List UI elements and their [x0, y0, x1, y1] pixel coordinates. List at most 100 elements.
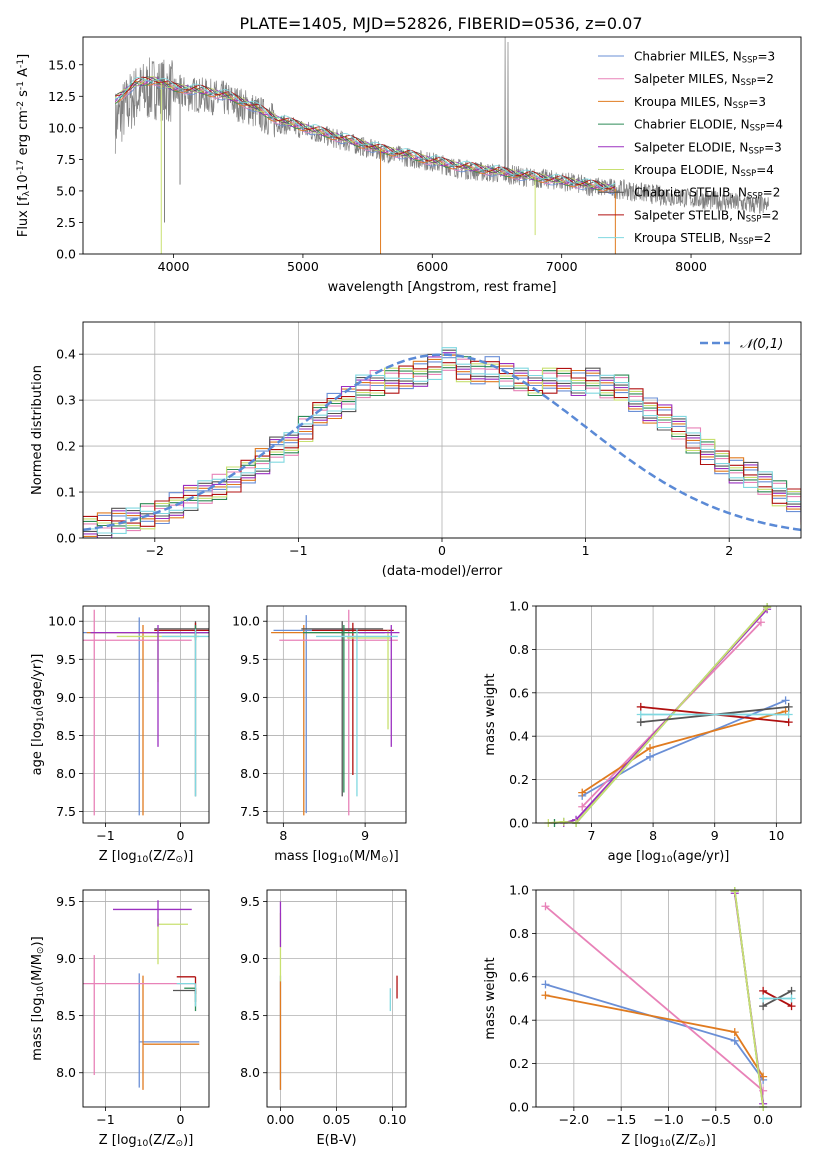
- histogram-series: [83, 347, 801, 538]
- spectrum-frame: [82, 36, 802, 255]
- x-tick-label: 6000: [416, 259, 448, 274]
- weight-marker: [784, 710, 793, 719]
- errorbar-point: [83, 609, 192, 816]
- errorbar-point: [316, 628, 398, 797]
- errorbar-point: [358, 625, 400, 747]
- y-tick-label: 8.0: [56, 1065, 76, 1080]
- mass-vs-Z-ylabel: mass [log10​(M/M⊙​)]: [30, 936, 46, 1060]
- errorbar-point: [113, 900, 192, 927]
- mass-vs-Z-xlabel: Z [log10​(Z/Z⊙​)]: [99, 1133, 194, 1149]
- x-tick-label: −1.5: [606, 1112, 636, 1127]
- weight-marker: [636, 702, 645, 711]
- y-tick-label: 8.5: [56, 1008, 76, 1023]
- legend-entry: Salpeter STELIB, NSSP​=2: [634, 208, 779, 223]
- histogram-series: [83, 363, 801, 538]
- legend-entry: Chabrier STELIB, NSSP​=2: [634, 186, 780, 201]
- y-tick-label: 9.0: [240, 951, 260, 966]
- normal-curve: [83, 353, 801, 532]
- age-vs-mass-xlabel: mass [log10​(M/M⊙​)]: [274, 849, 398, 865]
- weight-series-line: [545, 994, 764, 1078]
- legend-entry: Kroupa MILES, NSSP​=3: [634, 95, 766, 110]
- errorbar-point: [347, 630, 393, 730]
- mass-vs-ebv-plot: [279, 901, 398, 1090]
- weight-vs-age-frame: [535, 605, 802, 824]
- errorbar-point: [138, 973, 200, 1088]
- y-tick-label: 0.0: [56, 247, 76, 262]
- y-tick-label: 9.0: [56, 690, 76, 705]
- weight-marker: [578, 802, 587, 811]
- y-tick-label: 8.5: [240, 728, 260, 743]
- x-tick-label: 8: [649, 828, 657, 843]
- y-tick-label: 10.0: [48, 614, 76, 629]
- errorbar-point: [302, 625, 385, 793]
- y-tick-label: 8.5: [240, 1008, 260, 1023]
- y-tick-label: 0.2: [509, 772, 529, 787]
- weight-series-line: [544, 905, 764, 1092]
- spectrum-model-line: [115, 76, 616, 191]
- mass-vs-Z-frame: [82, 889, 210, 1108]
- mass-vs-ebv-frame: [266, 889, 407, 1108]
- x-tick-label: 0: [177, 828, 185, 843]
- weight-series-line: [733, 890, 764, 1108]
- errorbar-point: [157, 918, 188, 965]
- weight-marker: [636, 718, 645, 727]
- weight-vs-Z-axes: −2.0 −1.5 −1.0 −0.5 0.0 0.0 0.2 0.4 0.6 0.8 1.0 Z […: [483, 883, 801, 1149]
- weight-marker: [578, 788, 587, 797]
- spectrum-plot: [114, 37, 769, 254]
- y-tick-label: 8.0: [56, 766, 76, 781]
- residuals-legend: 𝒩(0,1): [700, 337, 783, 352]
- legend-entry: Chabrier ELODIE, NSSP​=4: [634, 118, 783, 133]
- weight-marker: [730, 1036, 739, 1045]
- residuals-plot: [83, 347, 801, 538]
- weight-vs-Z-xlabel: Z [log10​(Z/Z⊙​)]: [621, 1133, 716, 1149]
- age-vs-mass-frame: [266, 605, 407, 824]
- weight-marker: [784, 718, 793, 727]
- errorbar-point: [301, 621, 384, 797]
- y-tick-label: 9.5: [240, 894, 260, 909]
- residuals-ylabel: Normed distribution: [30, 365, 45, 495]
- x-tick-label: 0: [438, 543, 446, 558]
- y-tick-label: 10.0: [48, 120, 76, 135]
- spectrum-xlabel: wavelength [Angstrom, rest frame]: [328, 280, 557, 295]
- weight-vs-Z-plot: [541, 887, 796, 1111]
- x-tick-label: 5000: [287, 259, 319, 274]
- weight-vs-age-ylabel: mass weight: [483, 673, 498, 755]
- mass-vs-ebv-xlabel: E(B-V): [316, 1133, 356, 1148]
- y-tick-label: 9.5: [56, 652, 76, 667]
- x-tick-label: −1: [96, 828, 114, 843]
- weight-marker: [541, 980, 550, 989]
- y-tick-label: 0.1: [56, 485, 76, 500]
- mass-vs-ebv-axes: 0.00 0.05 0.10 8.0 8.5 9.0 9.5 E(B-V): [240, 890, 407, 1148]
- weight-marker: [781, 696, 790, 705]
- x-tick-label: 0.10: [379, 1112, 407, 1127]
- spectrum-model-line: [115, 76, 616, 190]
- y-tick-label: 7.5: [56, 804, 76, 819]
- histogram-series: [83, 356, 801, 538]
- y-tick-label: 0.3: [56, 393, 76, 408]
- figure-title: PLATE=1405, MJD=52826, FIBERID=0536, z=0…: [239, 14, 642, 33]
- age-vs-Z-xlabel: Z [log10​(Z/Z⊙​)]: [99, 849, 194, 865]
- y-tick-label: 9.5: [240, 652, 260, 667]
- legend-entry: 𝒩(0,1): [740, 337, 783, 352]
- weight-marker: [759, 1002, 768, 1011]
- y-tick-label: 12.5: [48, 89, 76, 104]
- weight-marker: [759, 994, 768, 1003]
- errorbar-point: [142, 975, 200, 1090]
- x-tick-label: −1: [96, 1112, 114, 1127]
- y-tick-label: 7.5: [56, 152, 76, 167]
- y-tick-label: 0.6: [509, 969, 529, 984]
- spectrum-ylabel: Flux [fλ​10-17​ erg cm-2​ s-1​ A-1​]: [16, 54, 32, 237]
- x-tick-label: 0.0: [753, 1112, 773, 1127]
- y-tick-label: 0.6: [509, 685, 529, 700]
- x-tick-label: 9: [711, 828, 719, 843]
- weight-marker: [541, 902, 550, 911]
- x-tick-label: 2: [725, 543, 733, 558]
- spectrum-legend: Chabrier MILES, NSSP​=3 Salpeter MILES, N…: [598, 50, 783, 246]
- mass-vs-Z-plot: [83, 900, 200, 1090]
- errorbar-point: [311, 622, 394, 776]
- residuals-frame: [82, 321, 802, 539]
- x-tick-label: −0.5: [701, 1112, 731, 1127]
- age-vs-Z-plot: [83, 609, 209, 816]
- age-vs-mass-plot: [271, 609, 400, 816]
